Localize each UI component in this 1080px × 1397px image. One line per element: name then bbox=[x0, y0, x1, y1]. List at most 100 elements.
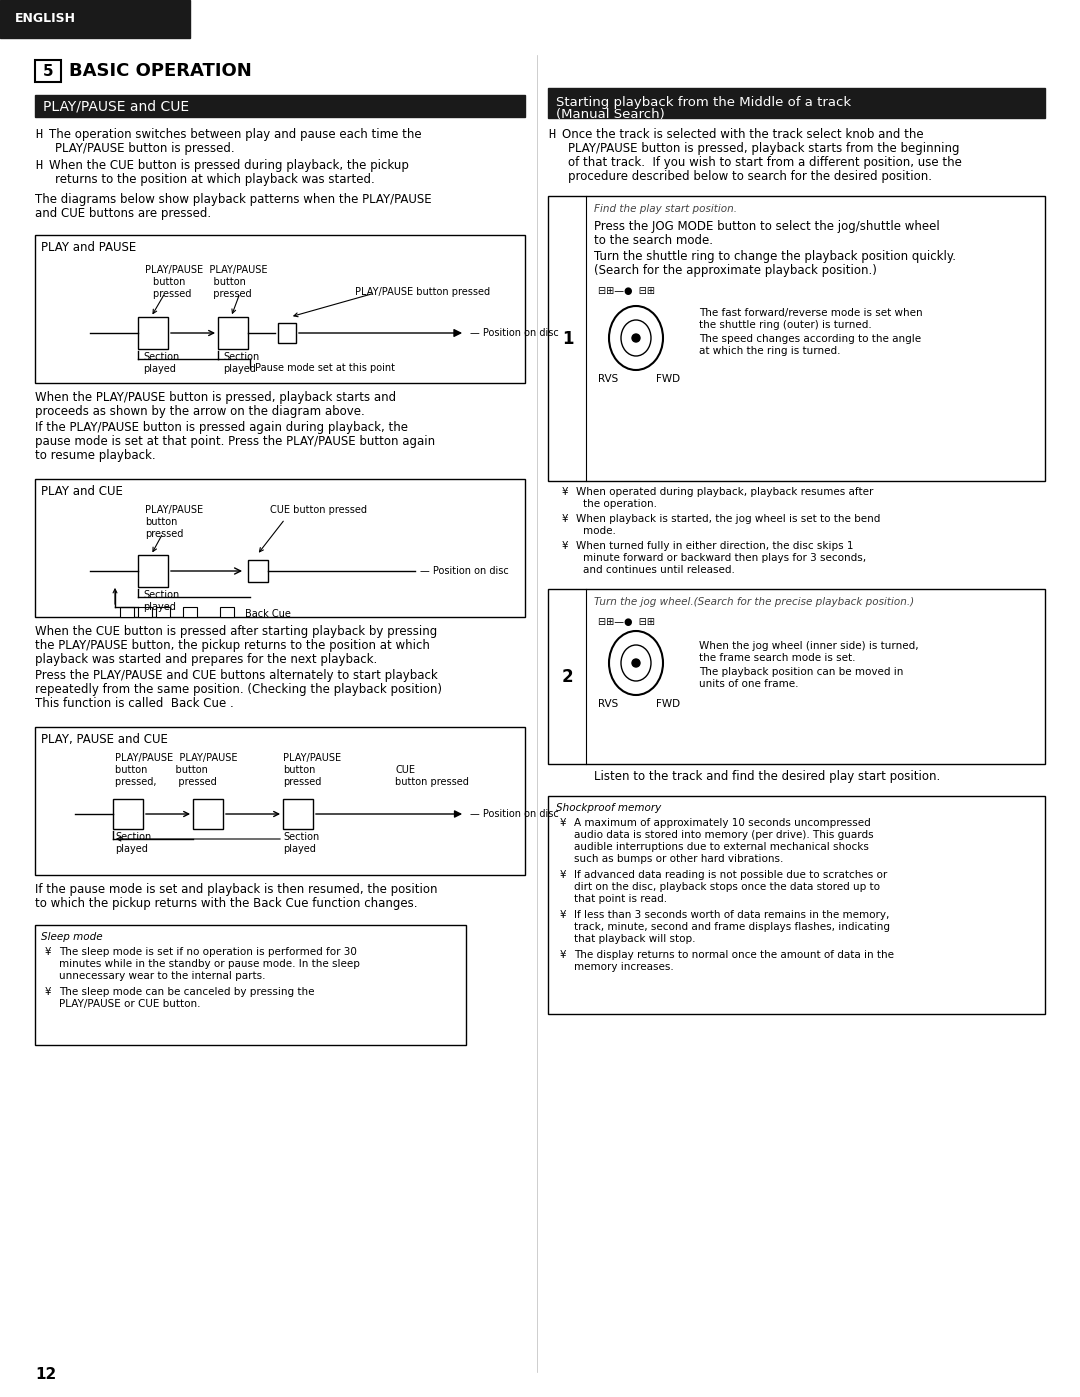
Text: Press the JOG MODE button to select the jog/shuttle wheel: Press the JOG MODE button to select the … bbox=[594, 219, 940, 233]
Text: Back Cue: Back Cue bbox=[245, 609, 291, 619]
Text: If the pause mode is set and playback is then resumed, the position: If the pause mode is set and playback is… bbox=[35, 883, 437, 895]
Bar bbox=[193, 799, 222, 828]
Ellipse shape bbox=[621, 645, 651, 680]
Text: Section: Section bbox=[114, 833, 151, 842]
Bar bbox=[35, 726, 525, 875]
Text: button pressed: button pressed bbox=[395, 777, 469, 787]
Text: of that track.  If you wish to start from a different position, use the: of that track. If you wish to start from… bbox=[568, 156, 962, 169]
Text: such as bumps or other hard vibrations.: such as bumps or other hard vibrations. bbox=[573, 854, 783, 863]
Text: to which the pickup returns with the Back Cue function changes.: to which the pickup returns with the Bac… bbox=[35, 897, 418, 909]
Text: Section: Section bbox=[143, 352, 179, 362]
Bar bbox=[248, 560, 268, 583]
Text: RVS: RVS bbox=[598, 374, 618, 384]
Text: the frame search mode is set.: the frame search mode is set. bbox=[699, 652, 855, 664]
Text: track, minute, second and frame displays flashes, indicating: track, minute, second and frame displays… bbox=[573, 922, 890, 932]
Text: to resume playback.: to resume playback. bbox=[35, 448, 156, 462]
Text: FWD: FWD bbox=[656, 374, 680, 384]
Text: 5: 5 bbox=[43, 63, 53, 78]
Ellipse shape bbox=[609, 306, 663, 370]
Text: H: H bbox=[35, 129, 42, 141]
Text: ¥: ¥ bbox=[45, 947, 52, 957]
Text: FWD: FWD bbox=[656, 698, 680, 710]
Text: unnecessary wear to the internal parts.: unnecessary wear to the internal parts. bbox=[59, 971, 266, 981]
Text: PLAY/PAUSE button pressed: PLAY/PAUSE button pressed bbox=[355, 286, 490, 298]
Text: repeatedly from the same position. (Checking the playback position): repeatedly from the same position. (Chec… bbox=[35, 683, 442, 696]
Ellipse shape bbox=[632, 659, 640, 666]
Bar bbox=[218, 317, 248, 349]
Text: Turn the shuttle ring to change the playback position quickly.: Turn the shuttle ring to change the play… bbox=[594, 250, 956, 263]
Text: pressed: pressed bbox=[283, 777, 322, 787]
Text: ¥: ¥ bbox=[562, 514, 568, 524]
Text: When operated during playback, playback resumes after: When operated during playback, playback … bbox=[576, 488, 874, 497]
Text: PLAY/PAUSE or CUE button.: PLAY/PAUSE or CUE button. bbox=[59, 999, 201, 1009]
Text: ¥: ¥ bbox=[561, 819, 567, 828]
Text: When playback is started, the jog wheel is set to the bend: When playback is started, the jog wheel … bbox=[576, 514, 880, 524]
Text: When the CUE button is pressed during playback, the pickup: When the CUE button is pressed during pl… bbox=[49, 159, 409, 172]
Text: Section: Section bbox=[143, 590, 179, 599]
Text: button         button: button button bbox=[153, 277, 246, 286]
Text: button         button: button button bbox=[114, 766, 207, 775]
Text: This function is called  Back Cue .: This function is called Back Cue . bbox=[35, 697, 233, 710]
Text: If less than 3 seconds worth of data remains in the memory,: If less than 3 seconds worth of data rem… bbox=[573, 909, 889, 921]
Text: When the jog wheel (inner side) is turned,: When the jog wheel (inner side) is turne… bbox=[699, 641, 919, 651]
Text: Find the play start position.: Find the play start position. bbox=[594, 204, 737, 214]
Text: played: played bbox=[143, 602, 176, 612]
Text: ⊟⊞—●  ⊟⊞: ⊟⊞—● ⊟⊞ bbox=[598, 286, 654, 296]
Text: When the CUE button is pressed after starting playback by pressing: When the CUE button is pressed after sta… bbox=[35, 624, 437, 638]
Bar bbox=[113, 799, 143, 828]
Text: that playback will stop.: that playback will stop. bbox=[573, 935, 696, 944]
Ellipse shape bbox=[632, 334, 640, 342]
Text: minutes while in the standby or pause mode. In the sleep: minutes while in the standby or pause mo… bbox=[59, 958, 360, 970]
Text: CUE: CUE bbox=[395, 766, 415, 775]
Text: ¥: ¥ bbox=[45, 988, 52, 997]
Bar bbox=[120, 608, 134, 617]
Text: The operation switches between play and pause each time the: The operation switches between play and … bbox=[49, 129, 421, 141]
Text: PLAY and PAUSE: PLAY and PAUSE bbox=[41, 242, 136, 254]
Text: (Search for the approximate playback position.): (Search for the approximate playback pos… bbox=[594, 264, 877, 277]
Text: and continues until released.: and continues until released. bbox=[583, 564, 734, 576]
Text: PLAY/PAUSE button is pressed, playback starts from the beginning: PLAY/PAUSE button is pressed, playback s… bbox=[568, 142, 959, 155]
Text: pressed       pressed: pressed pressed bbox=[153, 289, 252, 299]
Bar bbox=[548, 196, 1045, 481]
Text: playback was started and prepares for the next playback.: playback was started and prepares for th… bbox=[35, 652, 377, 666]
Text: that point is read.: that point is read. bbox=[573, 894, 667, 904]
Bar bbox=[183, 608, 197, 617]
Text: pressed: pressed bbox=[145, 529, 184, 539]
Text: CUE button pressed: CUE button pressed bbox=[270, 504, 367, 515]
Text: pause mode is set at that point. Press the PLAY/PAUSE button again: pause mode is set at that point. Press t… bbox=[35, 434, 435, 448]
Text: played: played bbox=[283, 844, 315, 854]
Bar bbox=[283, 799, 313, 828]
Text: to the search mode.: to the search mode. bbox=[594, 235, 713, 247]
Text: memory increases.: memory increases. bbox=[573, 963, 674, 972]
Text: units of one frame.: units of one frame. bbox=[699, 679, 798, 689]
Text: the operation.: the operation. bbox=[583, 499, 657, 509]
Text: button: button bbox=[283, 766, 315, 775]
Text: audio data is stored into memory (per drive). This guards: audio data is stored into memory (per dr… bbox=[573, 830, 874, 840]
Text: PLAY/PAUSE and CUE: PLAY/PAUSE and CUE bbox=[43, 99, 189, 113]
Bar bbox=[35, 479, 525, 617]
Bar bbox=[138, 555, 168, 587]
Text: audible interruptions due to external mechanical shocks: audible interruptions due to external me… bbox=[573, 842, 869, 852]
Ellipse shape bbox=[609, 631, 663, 694]
Text: PLAY, PAUSE and CUE: PLAY, PAUSE and CUE bbox=[41, 733, 167, 746]
Text: played: played bbox=[222, 365, 256, 374]
Text: 12: 12 bbox=[35, 1368, 56, 1382]
Bar bbox=[220, 608, 234, 617]
Text: ¥: ¥ bbox=[561, 950, 567, 960]
Text: RVS: RVS bbox=[598, 698, 618, 710]
Bar bbox=[156, 608, 170, 617]
Text: 2: 2 bbox=[562, 668, 573, 686]
Bar bbox=[35, 60, 60, 82]
Bar bbox=[278, 323, 296, 344]
Text: Listen to the track and find the desired play start position.: Listen to the track and find the desired… bbox=[594, 770, 941, 782]
Bar bbox=[548, 590, 1045, 764]
Text: The fast forward/reverse mode is set when: The fast forward/reverse mode is set whe… bbox=[699, 307, 922, 319]
Text: Press the PLAY/PAUSE and CUE buttons alternately to start playback: Press the PLAY/PAUSE and CUE buttons alt… bbox=[35, 669, 437, 682]
Text: proceeds as shown by the arrow on the diagram above.: proceeds as shown by the arrow on the di… bbox=[35, 405, 365, 418]
Text: played: played bbox=[143, 365, 176, 374]
Text: PLAY/PAUSE  PLAY/PAUSE: PLAY/PAUSE PLAY/PAUSE bbox=[145, 265, 268, 275]
Text: ENGLISH: ENGLISH bbox=[15, 13, 76, 25]
Text: minute forward or backward then plays for 3 seconds,: minute forward or backward then plays fo… bbox=[583, 553, 866, 563]
Text: The sleep mode is set if no operation is performed for 30: The sleep mode is set if no operation is… bbox=[59, 947, 356, 957]
Bar bbox=[35, 925, 465, 1045]
